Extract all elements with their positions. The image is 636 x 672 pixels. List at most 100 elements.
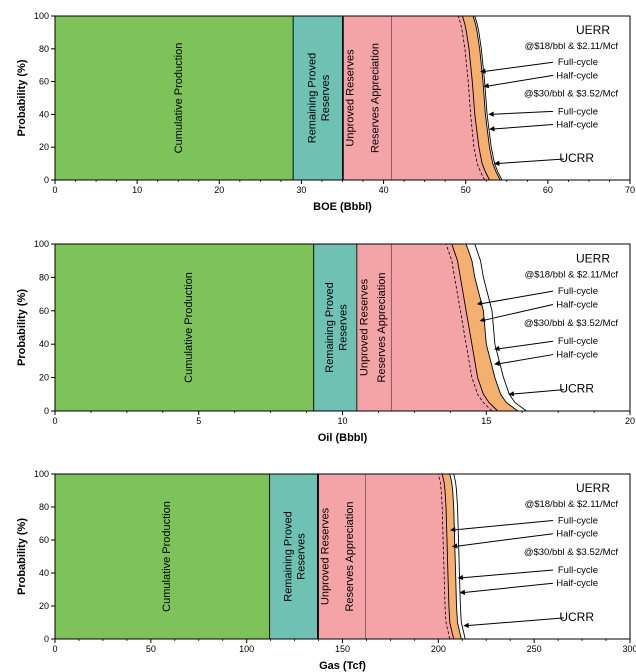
label-remaining-proved-line: Remaining Proved (282, 511, 294, 602)
annotation-ucrr: UCRR (559, 382, 594, 396)
chart-panel-1: 0 20 40 60 80 100 0 10 20 30 40 50 60 70 BOE (Bbbl) Pro… (16, 11, 635, 213)
annotation-arrow-line (465, 617, 565, 627)
appreciation-tail-area (391, 244, 498, 411)
y-tick-label: 80 (39, 502, 49, 512)
y-tick-label: 100 (34, 469, 49, 479)
annotation-price1: @$18/bbl & $2.11/Mcf (525, 269, 619, 280)
annotation-arrow-line (478, 290, 554, 305)
y-axis-title: Probability (%) (16, 518, 28, 595)
y-tick-label: 0 (44, 634, 49, 644)
chart-panel-2: 0 20 40 60 80 100 0 5 10 15 20 Oil (Bbbl) Probabilit… (16, 239, 635, 444)
annotation-arrow-head (494, 160, 500, 166)
x-tick-label: 100 (239, 644, 254, 654)
annotation-full-cycle: Full-cycle (558, 106, 598, 117)
annotation-arrow-head (449, 526, 456, 533)
ucrr-line (474, 243, 527, 412)
label-unproved-reserves: Unproved Reserves (319, 507, 331, 605)
ucrr-line (453, 473, 466, 640)
x-tick-label: 0 (52, 185, 57, 195)
label-cumulative-production: Cumulative Production (173, 43, 185, 154)
label-reserves-appreciation: Reserves Appreciation (376, 272, 388, 382)
x-tick-label: 10 (337, 416, 347, 426)
annotation-full-cycle: Full-cycle (558, 57, 598, 68)
annotation-ucrr: UCRR (559, 151, 594, 165)
uerr-band-area (462, 16, 501, 180)
orange-edge-line (472, 15, 501, 181)
label-cumulative-production-line: Cumulative Production (173, 43, 185, 154)
annotation-arrow-head (483, 83, 490, 89)
annotation-arrow-line (459, 569, 554, 579)
annotation-arrow-head (488, 111, 494, 117)
annotation-price1: @$18/bbl & $2.11/Mcf (525, 41, 619, 52)
region-0 (54, 243, 315, 412)
annotation-full-cycle: Full-cycle (558, 286, 598, 297)
y-tick-label: 40 (39, 568, 49, 578)
label-remaining-proved: Remaining ProvedReserves (324, 282, 349, 373)
label-unproved-reserves: Unproved Reserves (344, 49, 356, 147)
x-tick-label: 150 (335, 644, 350, 654)
x-tick-label: 15 (481, 416, 491, 426)
annotation-arrow-head (451, 543, 458, 549)
y-tick-label: 60 (39, 306, 49, 316)
annotation-arrow-line (491, 124, 554, 130)
label-reserves-appreciation: Reserves Appreciation (344, 501, 356, 611)
annotation-full-cycle: Full-cycle (558, 516, 598, 527)
pink-edge-line (461, 15, 490, 181)
annotation-half-cycle: Half-cycle (556, 350, 598, 361)
x-tick-label: 60 (543, 185, 553, 195)
x-tick-label: 50 (146, 644, 156, 654)
label-unproved-reserves-line: Unproved Reserves (344, 49, 356, 147)
region-1 (292, 15, 343, 181)
x-axis-title: Oil (Bbbl) (318, 432, 368, 444)
annotation-half-cycle: Half-cycle (556, 578, 598, 589)
y-tick-label: 40 (39, 109, 49, 119)
annotation-arrow-head (457, 574, 464, 581)
y-tick-label: 60 (39, 77, 49, 87)
inner-dashed-line (445, 243, 493, 412)
annotation-full-cycle: Full-cycle (558, 565, 598, 576)
x-tick-label: 0 (52, 416, 57, 426)
x-tick-label: 0 (52, 644, 57, 654)
label-reserves-appreciation-line: Reserves Appreciation (344, 501, 356, 611)
y-tick-label: 20 (39, 601, 49, 611)
annotation-arrow-line (485, 74, 554, 88)
y-tick-label: 60 (39, 535, 49, 545)
annotation-arrow-line (510, 389, 565, 395)
uerr-band-area (442, 474, 462, 639)
y-tick-label: 100 (34, 239, 49, 249)
orange-edge-line (449, 473, 462, 640)
label-remaining-proved-line: Reserves (337, 304, 349, 351)
y-tick-label: 100 (34, 11, 49, 21)
label-cumulative-production: Cumulative Production (161, 501, 173, 612)
label-remaining-proved: Remaining ProvedReserves (282, 511, 307, 602)
y-tick-label: 0 (44, 406, 49, 416)
annotation-arrow-line (495, 340, 554, 350)
annotation-arrow-line (495, 158, 565, 165)
annotation-arrow-line (495, 354, 554, 365)
x-tick-label: 70 (625, 185, 635, 195)
y-tick-label: 20 (39, 373, 49, 383)
annotation-arrow-head (459, 589, 466, 595)
annotation-arrow-head (489, 126, 495, 132)
label-cumulative-production: Cumulative Production (183, 272, 195, 383)
region-3 (356, 243, 392, 412)
annotation-price2: @$30/bbl & $3.52/Mcf (524, 88, 619, 99)
x-tick-label: 5 (196, 416, 201, 426)
annotation-arrow-line (453, 533, 554, 548)
region-3 (342, 15, 393, 181)
x-tick-label: 50 (461, 185, 471, 195)
label-reserves-appreciation: Reserves Appreciation (369, 43, 381, 153)
chart-panel-3: 0 20 40 60 80 100 0 50 100 150 200 250 300 Gas (Tcf) P… (16, 469, 636, 672)
x-tick-label: 30 (296, 185, 306, 195)
annotation-arrow-head (494, 360, 500, 366)
annotation-arrow-line (490, 110, 554, 115)
annotation-arrow-head (494, 345, 500, 352)
label-remaining-proved-line: Remaining Proved (324, 282, 336, 373)
y-tick-label: 0 (44, 175, 49, 185)
annotation-arrow-line (481, 303, 554, 322)
annotation-title: UERR (576, 251, 610, 265)
orange-edge-line (465, 243, 519, 412)
annotation-half-cycle: Half-cycle (556, 120, 598, 131)
uerr-band-area (451, 244, 518, 411)
annotation-price2: @$30/bbl & $3.52/Mcf (524, 318, 619, 329)
